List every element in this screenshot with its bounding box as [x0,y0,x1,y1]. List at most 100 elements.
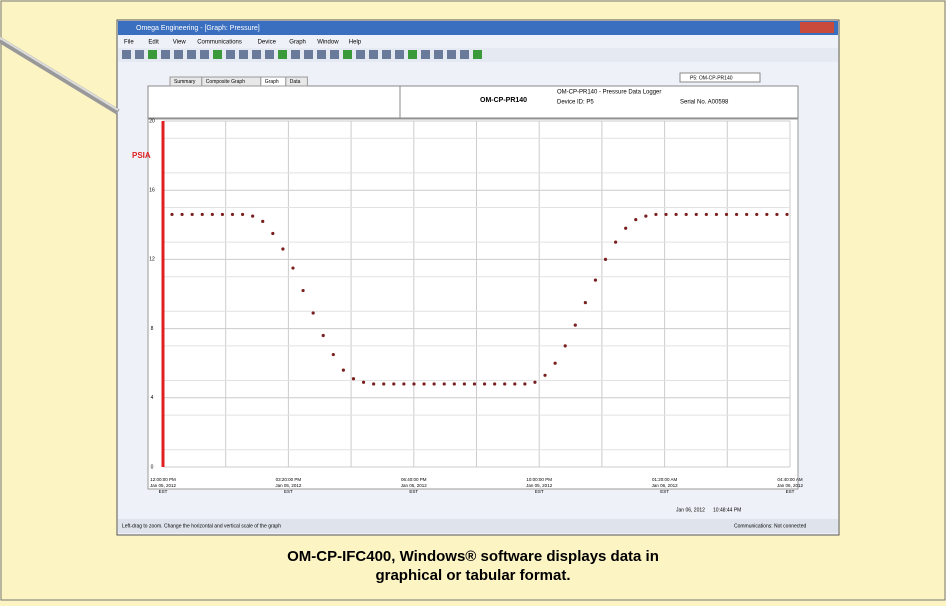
caption: graphical or tabular format. [375,567,570,584]
toolbar-button[interactable] [122,50,131,59]
toolbar-button[interactable] [330,50,339,59]
toolbar-button[interactable] [278,50,287,59]
status-left: Left-drag to zoom. Change the horizontal… [122,523,281,529]
toolbar-button[interactable] [161,50,170,59]
toolbar-button[interactable] [304,50,313,59]
x-tick-label: Jan 06, 2012 [777,483,804,488]
data-point [392,382,395,385]
data-point [513,382,516,385]
x-tick-label: Jan 05, 2012 [150,483,177,488]
toolbar-button[interactable] [239,50,248,59]
toolbar-button[interactable] [213,50,222,59]
toolbar-button[interactable] [434,50,443,59]
x-tick-label: EST [535,489,544,494]
menu-item[interactable]: Edit [148,40,159,46]
x-tick-label: Jan 06, 2012 [652,483,679,488]
data-point [564,344,567,347]
data-point [362,381,365,384]
window-title: Omega Engineering - [Graph: Pressure] [136,25,260,32]
x-tick-label: 06:40:00 PM [401,477,427,482]
caption: OM-CP-IFC400, Windows® software displays… [287,548,659,565]
data-point [312,311,315,314]
y-tick-label: 12 [149,257,155,263]
tab-label[interactable]: Graph [265,79,279,85]
x-tick-label: EST [159,489,168,494]
data-point [584,301,587,304]
data-point [695,213,698,216]
y-tick-label: 8 [151,326,154,332]
x-tick-label: 10:00:00 PM [526,477,552,482]
data-point [372,382,375,385]
toolbar-button[interactable] [343,50,352,59]
channel: P5: OM-CP-PR140 [690,75,733,81]
x-tick-label: Jan 05, 2012 [526,483,553,488]
x-tick-label: EST [660,489,669,494]
x-tick-label: EST [284,489,293,494]
toolbar-button[interactable] [265,50,274,59]
data-point [543,374,546,377]
toolbar-button[interactable] [447,50,456,59]
data-point [705,213,708,216]
toolbar-button[interactable] [473,50,482,59]
toolbar-button[interactable] [200,50,209,59]
tab-label[interactable]: Composite Graph [206,79,245,85]
toolbar-button[interactable] [187,50,196,59]
y-axis-label: PSIA [132,151,151,160]
menu-item[interactable]: Window [317,40,339,46]
data-point [554,362,557,365]
toolbar-button[interactable] [408,50,417,59]
data-point [241,213,244,216]
data-point [624,227,627,230]
device-id: Device ID: P5 [557,100,594,106]
data-point [685,213,688,216]
menu-item[interactable]: File [124,40,134,46]
toolbar-button[interactable] [356,50,365,59]
data-point [402,382,405,385]
y-tick-label: 0 [151,464,154,470]
tab-label[interactable]: Data [290,79,301,85]
data-point [201,213,204,216]
data-point [654,213,657,216]
menu-item[interactable]: Help [349,40,362,46]
status-date: Jan 06, 2012 [676,507,705,513]
data-point [533,381,536,384]
y-tick-label: 16 [149,188,155,194]
toolbar-button[interactable] [226,50,235,59]
data-point [422,382,425,385]
toolbar-button[interactable] [135,50,144,59]
x-tick-label: EST [409,489,418,494]
x-tick-label: EST [786,489,795,494]
toolbar-button[interactable] [252,50,261,59]
toolbar-button[interactable] [382,50,391,59]
toolbar-button[interactable] [460,50,469,59]
tab-label[interactable]: Summary [174,79,196,85]
data-point [463,382,466,385]
data-point [191,213,194,216]
toolbar-button[interactable] [174,50,183,59]
plot-area [148,119,798,489]
data-point [443,382,446,385]
data-point [221,213,224,216]
toolbar-button[interactable] [421,50,430,59]
menu-item[interactable]: Device [258,40,277,46]
toolbar-button[interactable] [395,50,404,59]
data-point [261,220,264,223]
data-point [664,213,667,216]
menu-item[interactable]: Communications [197,40,242,46]
toolbar-button[interactable] [369,50,378,59]
menu-item[interactable]: Graph [289,40,306,46]
data-point [301,289,304,292]
toolbar-button[interactable] [317,50,326,59]
status-connection: Communications: Not connected [734,523,806,529]
toolbar-button[interactable] [148,50,157,59]
toolbar-button[interactable] [291,50,300,59]
data-point [785,213,788,216]
data-point [170,213,173,216]
x-tick-label: Jan 05, 2012 [275,483,302,488]
menu-item[interactable]: View [173,40,187,46]
data-point [594,279,597,282]
data-point [775,213,778,216]
data-point [412,382,415,385]
data-point [180,213,183,216]
window-controls[interactable] [800,22,834,33]
